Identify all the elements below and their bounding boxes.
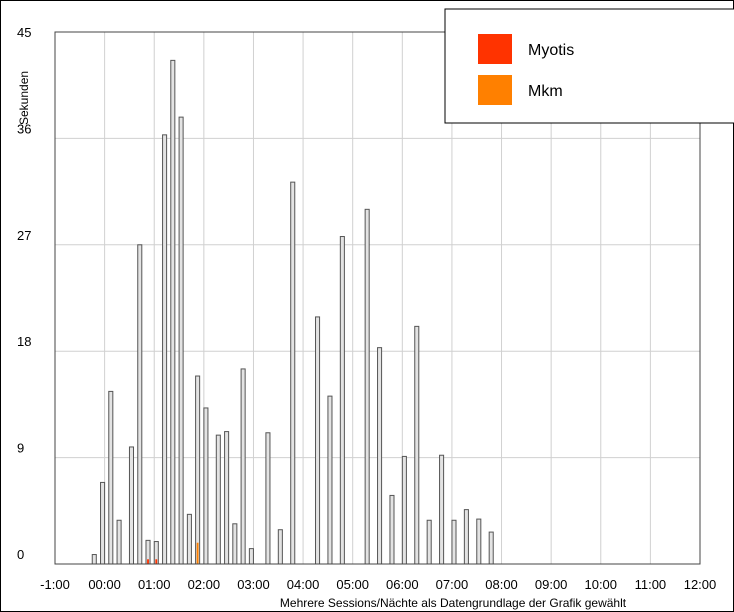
- legend-box: [444, 8, 734, 124]
- bar: [426, 519, 432, 565]
- bar: [277, 529, 283, 565]
- bar: [215, 434, 221, 565]
- legend-swatch-myotis: [478, 34, 512, 64]
- bar: [232, 523, 238, 565]
- bar: [364, 208, 370, 565]
- bar-mkm: [196, 542, 199, 564]
- x-tick-label: 11:00: [635, 577, 667, 592]
- bar: [339, 236, 345, 565]
- bar: [290, 181, 296, 565]
- y-tick-label: 0: [17, 547, 24, 562]
- axis-layer: 0 9 18 27 36 45 -1:00 00:00 01:00 02:00 03:00 04:00…: [17, 25, 716, 592]
- x-tick-label: -1:00: [40, 577, 70, 592]
- bar: [178, 116, 184, 565]
- bar-myotis: [155, 559, 158, 564]
- bar: [248, 548, 254, 565]
- bar-myotis: [147, 559, 149, 564]
- bar: [162, 134, 168, 565]
- x-tick-label: 01:00: [138, 577, 171, 592]
- bar: [170, 59, 176, 565]
- bar: [389, 494, 395, 565]
- x-tick-label: 05:00: [336, 577, 369, 592]
- bar: [377, 347, 383, 565]
- x-tick-label: 08:00: [485, 577, 518, 592]
- bar: [224, 431, 230, 565]
- x-tick-label: 00:00: [88, 577, 121, 592]
- bar: [195, 375, 201, 565]
- bar: [315, 316, 321, 565]
- bars-layer: [91, 59, 494, 565]
- x-tick-label: 07:00: [436, 577, 469, 592]
- bar: [451, 519, 457, 565]
- bar: [186, 513, 192, 565]
- plot-border: [54, 31, 701, 565]
- x-axis-title: Mehrere Sessions/Nächte als Datengrundla…: [280, 596, 627, 610]
- bar: [488, 531, 494, 565]
- bar: [476, 518, 482, 565]
- x-tick-label: 03:00: [237, 577, 270, 592]
- legend-label-mkm: Mkm: [528, 83, 563, 100]
- x-tick-label: 04:00: [287, 577, 320, 592]
- x-tick-label: 09:00: [535, 577, 568, 592]
- bar: [401, 455, 407, 565]
- bar: [327, 395, 333, 565]
- x-tick-label: 02:00: [188, 577, 221, 592]
- bar: [203, 407, 209, 565]
- x-tick-label: 06:00: [386, 577, 419, 592]
- bar: [128, 446, 135, 565]
- bar: [265, 432, 271, 565]
- legend-label-myotis: Myotis: [528, 42, 574, 59]
- bar: [439, 454, 445, 565]
- bar: [116, 519, 122, 565]
- y-axis-title: Sekunden: [17, 71, 31, 125]
- y-tick-label: 27: [17, 228, 31, 243]
- y-tick-label: 9: [17, 441, 24, 456]
- y-tick-label: 18: [17, 334, 31, 349]
- y-tick-label: 36: [17, 121, 31, 136]
- bar: [137, 244, 143, 565]
- x-tick-label: 10:00: [584, 577, 617, 592]
- bar: [240, 368, 246, 565]
- legend: Myotis Mkm: [444, 8, 734, 124]
- y-tick-label: 45: [17, 25, 31, 40]
- bar: [463, 509, 469, 565]
- legend-swatch-mkm: [478, 75, 512, 105]
- x-tick-label: 12:00: [684, 577, 717, 592]
- bar: [414, 325, 420, 565]
- bar: [100, 481, 106, 565]
- bar: [108, 390, 114, 565]
- bar: [91, 554, 97, 565]
